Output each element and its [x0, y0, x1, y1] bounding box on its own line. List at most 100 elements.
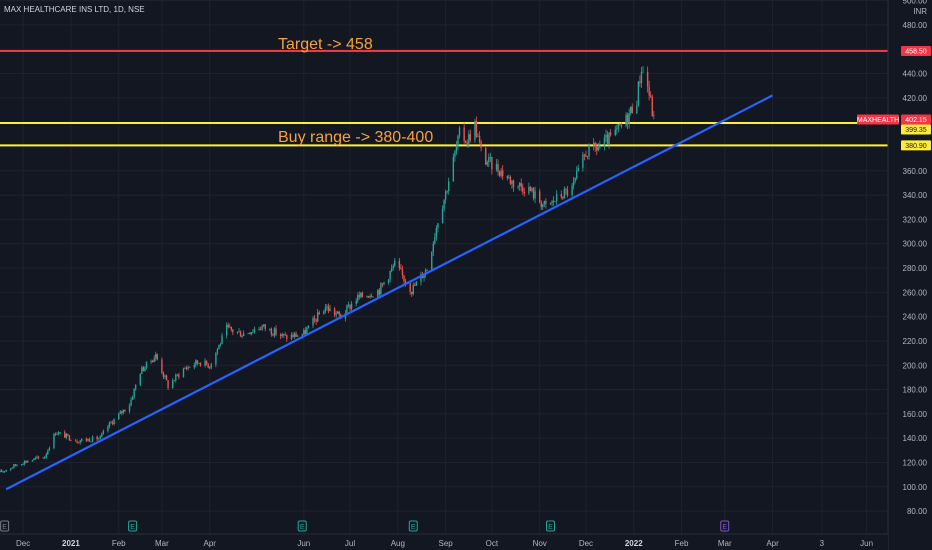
candle-body: [210, 364, 212, 368]
candle-body: [273, 328, 276, 336]
candle-body: [96, 436, 98, 440]
price-tick-label: 160.00: [903, 410, 928, 419]
candle-body: [614, 129, 616, 136]
candle-body: [238, 331, 240, 333]
candle-body: [90, 441, 92, 443]
candle-body: [221, 335, 223, 345]
candle-body: [571, 185, 573, 196]
candle-body: [497, 164, 499, 172]
candle-body: [583, 154, 586, 156]
candle-body: [485, 148, 487, 165]
candle-body: [468, 134, 470, 144]
candle-body: [347, 304, 350, 306]
candle-body: [102, 431, 105, 434]
time-axis[interactable]: Dec 2021 Feb Mar Apr Jun Jul Aug Sep Oct Nov Dec 202…: [16, 539, 873, 548]
lower-range-price-tag: 380.90: [905, 143, 927, 150]
candle-body: [119, 411, 121, 414]
price-tick-label: 260.00: [903, 288, 928, 297]
candle-body: [142, 367, 145, 371]
candle-body: [167, 380, 169, 389]
candle-body: [286, 335, 288, 340]
upper-range-price-tag-bg: [901, 124, 931, 135]
candle-body: [431, 251, 433, 271]
price-tick-label: 140.00: [903, 434, 928, 443]
time-axis-background: [0, 534, 888, 550]
candle-body: [67, 433, 69, 436]
candle-body: [358, 295, 360, 297]
candle-body: [475, 120, 478, 137]
candle-body: [457, 135, 459, 147]
candle-body: [23, 461, 26, 465]
candle-body: [107, 426, 109, 432]
candle-body: [349, 304, 351, 309]
candle-body: [173, 380, 175, 382]
candle-body: [414, 285, 416, 287]
candle-body: [54, 433, 57, 435]
candle-body: [555, 194, 558, 202]
candle-body: [79, 440, 81, 443]
candle-body: [290, 334, 293, 340]
candle-body: [401, 269, 404, 276]
candle-body: [423, 274, 425, 279]
price-tick-label: 360.00: [903, 167, 928, 176]
candle-body: [415, 281, 418, 286]
candle-body: [480, 141, 482, 149]
candle-body: [338, 311, 340, 315]
candle-body: [196, 360, 199, 364]
candle-body: [195, 360, 197, 366]
candle-body: [400, 268, 402, 270]
candle-body: [293, 333, 296, 338]
candle-body: [306, 328, 308, 335]
candle-body: [22, 464, 24, 465]
candle-body: [390, 267, 393, 271]
candle-body: [366, 296, 368, 298]
candle-body: [48, 448, 51, 451]
candle-body: [313, 318, 316, 320]
candle-body: [597, 147, 599, 151]
candle-body: [101, 433, 103, 437]
candle-body: [156, 354, 158, 360]
candle-body: [161, 359, 163, 373]
candle-body: [230, 326, 232, 330]
candle-body: [572, 181, 575, 186]
candle-body: [164, 375, 166, 377]
price-tick-label: 280.00: [903, 264, 928, 273]
candle-body: [629, 106, 632, 113]
candle-body: [409, 283, 411, 292]
price-axis-background: [888, 0, 932, 550]
candle-body: [239, 331, 242, 337]
candle-body: [134, 385, 137, 389]
candle-body: [640, 71, 643, 84]
candle-body: [199, 363, 202, 366]
candle-body: [122, 409, 125, 414]
candle-body: [65, 433, 68, 438]
candle-body: [367, 296, 370, 298]
candle-body: [68, 435, 71, 441]
candle-body: [259, 329, 262, 330]
candle-body: [488, 157, 490, 163]
time-tick-label: 3: [820, 539, 825, 548]
candle-body: [139, 373, 142, 386]
candle-body: [145, 361, 148, 368]
candle-body: [27, 461, 29, 463]
candle-body: [37, 456, 40, 458]
candle-body: [232, 329, 234, 333]
earnings-marker-label: E: [130, 524, 135, 531]
candle-body: [5, 469, 7, 472]
candle-body: [249, 333, 251, 335]
candle-body: [387, 279, 390, 283]
candle-body: [113, 419, 115, 424]
candle-body: [443, 199, 445, 210]
candle-body: [369, 295, 371, 298]
candle-body: [2, 471, 4, 473]
candle-body: [631, 106, 633, 114]
earnings-marker-label: E: [548, 524, 553, 531]
candle-body: [446, 191, 448, 192]
candle-body: [14, 464, 17, 466]
candle-body: [296, 335, 299, 337]
candle-body: [574, 178, 576, 182]
candle-body: [10, 468, 12, 470]
time-tick-label: Jun: [860, 539, 873, 548]
trendline-group: [5, 94, 774, 491]
